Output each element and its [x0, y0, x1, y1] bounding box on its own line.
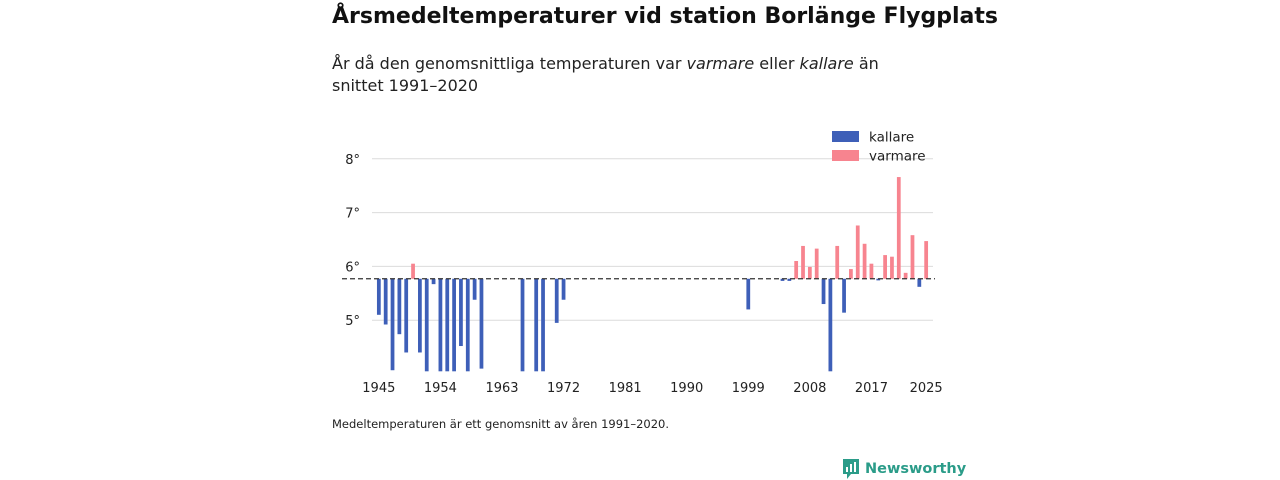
bar-kallare: [520, 278, 525, 372]
legend-swatch-varmare: [832, 150, 859, 161]
bar-kallare: [465, 278, 470, 372]
subtitle-part2: eller: [754, 54, 800, 73]
bar-kallare: [376, 278, 381, 315]
bar-kallare: [746, 278, 751, 310]
x-tick-label: 1945: [362, 381, 395, 396]
bar-kallare: [445, 278, 450, 372]
bar-varmare: [862, 243, 867, 279]
brand-name: Newsworthy: [865, 461, 967, 477]
subtitle-part3: än snittet 1991–2020: [332, 54, 879, 95]
chart-title: Årsmedeltemperaturer vid station Borläng…: [332, 4, 998, 29]
y-tick-label: 6°: [345, 260, 360, 275]
bar-varmare: [910, 235, 915, 279]
bar-kallare: [780, 278, 785, 281]
y-tick-label: 8°: [345, 153, 360, 168]
legend-swatch-kallare: [832, 131, 859, 142]
bar-varmare: [883, 255, 887, 279]
x-tick-label: 1981: [609, 381, 642, 396]
y-tick-label: 5°: [345, 314, 360, 329]
bar-kallare: [438, 278, 443, 372]
bar-kallare: [431, 278, 436, 285]
bar-kallare: [541, 278, 545, 372]
x-tick-label: 2008: [793, 381, 826, 396]
bar-kallare: [459, 278, 463, 347]
subtitle-cold-word: kallare: [799, 54, 854, 73]
bar-varmare: [807, 266, 812, 279]
bar-varmare: [896, 177, 901, 279]
bar-varmare: [855, 225, 860, 279]
bar-kallare: [452, 278, 456, 372]
x-tick-label: 1999: [732, 381, 765, 396]
bar-kallare: [404, 278, 409, 353]
bar-kallare: [534, 278, 539, 372]
bar-kallare: [383, 278, 388, 325]
y-tick-label: 7°: [345, 207, 360, 222]
bar-kallare: [561, 278, 566, 300]
chart-subtitle: År då den genomsnittliga temperaturen va…: [332, 53, 932, 97]
bar-kallare: [390, 278, 395, 371]
x-tick-label: 2017: [855, 381, 888, 396]
bar-varmare: [869, 263, 874, 279]
bar-kallare: [424, 278, 429, 372]
x-tick-label: 1954: [424, 381, 457, 396]
bar-varmare: [794, 261, 799, 279]
newsworthy-logo-icon: [843, 459, 859, 479]
bar-varmare: [903, 272, 908, 279]
bar-varmare: [814, 248, 819, 279]
bar-varmare: [835, 245, 840, 279]
x-tick-label: 1963: [485, 381, 518, 396]
bar-kallare: [418, 278, 422, 353]
legend-label-varmare: varmare: [869, 149, 926, 165]
bar-kallare: [397, 278, 402, 335]
bar-varmare: [849, 269, 853, 279]
bar-kallare: [554, 278, 559, 323]
bar-kallare: [472, 278, 477, 300]
bar-kallare: [842, 278, 846, 313]
bar-varmare: [801, 245, 805, 279]
bar-kallare: [917, 278, 922, 287]
bar-kallare: [821, 278, 826, 305]
bar-varmare: [890, 256, 894, 279]
bar-varmare: [411, 263, 415, 279]
temperature-bar-chart: 5° 6° 7° 8° 1945 1954 1963 1972 1981 1990 1999 2008…: [342, 130, 943, 396]
bar-kallare: [876, 278, 881, 281]
x-tick-label: 1990: [670, 381, 703, 396]
x-tick-label: 2025: [910, 381, 943, 396]
legend-label-kallare: kallare: [869, 130, 914, 146]
x-tick-label: 1972: [547, 381, 580, 396]
subtitle-part1: År då den genomsnittliga temperaturen va…: [332, 54, 687, 73]
bar-varmare: [924, 241, 929, 279]
bar-kallare: [479, 278, 484, 369]
subtitle-warm-word: varmare: [686, 54, 755, 73]
footnote: Medeltemperaturen är ett genomsnitt av å…: [332, 417, 670, 431]
bar-kallare: [828, 278, 833, 372]
bar-kallare: [787, 278, 792, 281]
brand-logo[interactable]: Newsworthy: [842, 458, 966, 480]
